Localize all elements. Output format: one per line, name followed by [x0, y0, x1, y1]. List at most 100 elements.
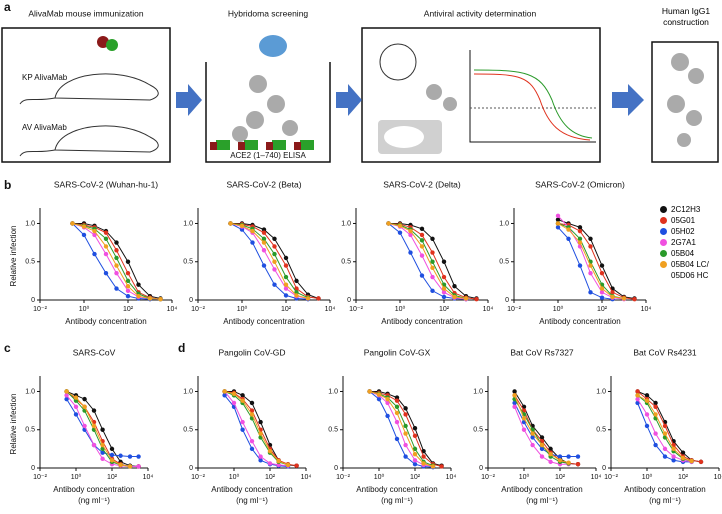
point [548, 452, 553, 457]
y-axis-label: Relative infection [9, 394, 18, 455]
point [566, 227, 571, 232]
virus [379, 43, 417, 81]
y-tick-label: 0.5 [473, 427, 483, 434]
point [408, 250, 413, 255]
point [285, 462, 291, 468]
chart-title: SARS-CoV-2 (Omicron) [535, 179, 625, 189]
point [261, 263, 267, 268]
point [240, 393, 245, 398]
mouse [54, 125, 159, 153]
point [403, 423, 408, 429]
y-tick-label: 0.5 [328, 427, 338, 434]
point [261, 240, 267, 245]
x-tick-label: 10⁰ [71, 473, 82, 481]
x-axis-label: Antibody concentration [65, 317, 146, 326]
point [441, 290, 447, 295]
arrow [336, 84, 362, 116]
y-tick-label: 1.0 [25, 388, 35, 395]
point [228, 221, 233, 226]
point [386, 221, 391, 226]
point [588, 290, 593, 295]
y-tick-label: 0 [347, 297, 351, 304]
point [610, 294, 615, 300]
x-axis-unit: (ng ml⁻¹) [78, 496, 110, 505]
point [555, 225, 561, 230]
point [610, 290, 615, 295]
point [267, 461, 273, 466]
tail [19, 97, 56, 105]
legend-swatch [660, 217, 667, 224]
y-tick-label: 0.5 [25, 259, 35, 266]
x-axis-label: Antibody concentration [501, 485, 582, 494]
point [599, 286, 605, 291]
x-tick-label: 10⁰ [79, 305, 90, 313]
x-axis-label: Antibody concentration [53, 485, 134, 494]
point [430, 250, 435, 255]
point [512, 404, 517, 409]
x-tick-label: 10⁴ [325, 306, 336, 313]
x-tick-label: 10⁰ [229, 473, 240, 481]
point [249, 446, 255, 452]
x-tick-label: 10⁰ [237, 305, 248, 313]
arrows [176, 84, 644, 116]
point [114, 240, 119, 245]
point [430, 288, 435, 294]
box [361, 27, 601, 163]
x-tick-label: 10⁰ [519, 473, 530, 481]
point [671, 458, 676, 463]
legend: 2C12H3 05G01 05H02 2G7A1 05B04 05B04 LC/ 05D0… [660, 204, 722, 281]
y-tick-label: 0 [479, 465, 483, 472]
point [240, 398, 245, 403]
point [103, 230, 109, 235]
point [403, 431, 408, 436]
point [394, 410, 400, 416]
point [136, 293, 141, 299]
point [441, 259, 447, 264]
point [272, 244, 277, 249]
x-tick-label: 10⁴ [167, 306, 178, 313]
y-tick-label: 1.0 [473, 388, 483, 395]
point [103, 236, 109, 241]
point [249, 439, 255, 444]
x-tick-label: 10⁻² [336, 474, 350, 481]
x-axis-label: Antibody concentration [223, 317, 304, 326]
point [653, 400, 658, 406]
point [557, 454, 563, 459]
point [91, 442, 97, 448]
point [653, 412, 658, 417]
point [599, 295, 605, 300]
point [109, 446, 115, 452]
point [109, 458, 115, 463]
x-axis-label: Antibody concentration [356, 485, 437, 494]
point [91, 408, 97, 413]
legend-swatch [660, 206, 667, 213]
x-tick-label: 10² [265, 474, 276, 481]
point [566, 236, 571, 241]
point [100, 456, 105, 462]
point [539, 454, 545, 459]
point [294, 290, 299, 295]
point [100, 446, 105, 452]
point [408, 228, 413, 234]
point [575, 454, 581, 459]
point [100, 450, 105, 455]
panel-label: d [178, 341, 185, 355]
chart-title: SARS-CoV-2 (Wuhan-hu-1) [54, 179, 158, 189]
point [272, 236, 277, 241]
x-tick-label: 10⁻² [33, 306, 47, 313]
point [555, 213, 561, 219]
arrow [176, 84, 202, 116]
point [283, 282, 289, 287]
chart-title: SARS-CoV-2 (Delta) [383, 179, 461, 189]
step-title: AlivaMab mouse immunization [28, 8, 144, 18]
point [258, 431, 263, 436]
x-tick-label: 10⁻² [191, 306, 205, 313]
point [283, 255, 289, 261]
point [385, 413, 390, 419]
point [261, 236, 267, 241]
point [103, 271, 109, 276]
point [408, 232, 413, 238]
point [577, 263, 583, 268]
mouse-label: AV AlivaMab [22, 123, 67, 132]
point [530, 442, 535, 448]
